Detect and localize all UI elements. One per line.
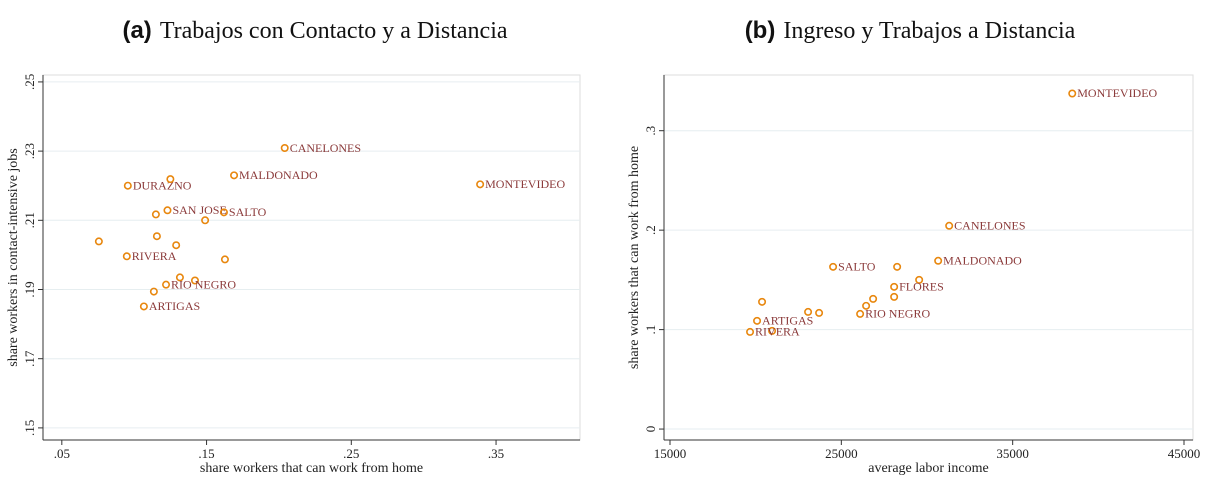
point-label: SALTO [838,260,876,274]
y-axis-label: share workers that can work from home [627,146,642,369]
point [219,208,228,217]
point [220,255,229,264]
point-label: FLORES [899,280,944,294]
y-tick-label: .15 [22,420,37,436]
point [856,309,865,318]
y-tick-label: .25 [22,74,37,90]
point-label: CANELONES [954,219,1025,233]
y-tick-label: .19 [22,281,37,297]
point [746,327,755,336]
point [123,181,132,190]
point [768,326,777,335]
title-text: Ingreso y Trabajos a Distancia [783,18,1075,44]
point-label: RIVERA [755,325,800,339]
x-tick-label: .35 [488,446,504,461]
point [753,316,762,325]
point [945,221,954,230]
x-tick-label: .25 [343,446,359,461]
point [151,210,160,219]
point [1068,89,1077,98]
point-label: RIO NEGRO [865,307,930,321]
point [149,287,158,296]
y-tick-label: .1 [643,325,658,335]
x-tick-label: 45000 [1168,446,1201,461]
x-tick-label: 15000 [654,446,687,461]
y-tick-label: .3 [643,126,658,136]
chart-title: (b) Ingreso y Trabajos a Distancia [745,17,1076,44]
point [230,171,239,180]
point [163,206,172,215]
point [758,297,767,306]
x-axis-label: share workers that can work from home [200,461,423,476]
point-label: MALDONADO [239,168,318,182]
point-label: ARTIGAS [762,314,813,328]
point-label: CANELONES [290,141,361,155]
point [122,252,131,261]
point [175,273,184,282]
point [829,262,838,271]
point-label: SALTO [229,205,267,219]
point [162,280,171,289]
point-label: DURAZNO [133,178,192,192]
point-label: ARTIGAS [149,299,200,313]
point [890,292,899,301]
point [172,241,181,250]
point [280,144,289,153]
point [804,307,813,316]
point [869,294,878,303]
point [94,237,103,246]
point [152,232,161,241]
plot-frame [663,74,1194,441]
x-tick-label: .05 [54,446,70,461]
point [201,216,210,225]
point [190,276,199,285]
y-tick-label: .17 [22,350,37,367]
point-label: MONTEVIDEO [1077,86,1157,100]
y-axis-label: share workers in contact-intensive jobs [6,148,21,367]
y-tick-label: .23 [22,143,37,159]
point [862,301,871,310]
y-tick-label: .21 [22,212,37,228]
point-label: RIO NEGRO [171,277,236,291]
point-label: RIVERA [132,249,177,263]
y-tick-label: 0 [643,426,658,433]
point [166,175,175,184]
chart-title: (a) Trabajos con Contacto y a Distancia [122,17,507,44]
y-tick-label: .2 [643,225,658,235]
point [915,275,924,284]
point [893,262,902,271]
x-tick-label: 35000 [996,446,1029,461]
point [934,256,943,265]
point [476,180,485,189]
point-label: MALDONADO [943,254,1022,268]
point-label: SAN JOSE [172,203,226,217]
panel-label: (a) [122,17,151,44]
x-axis-label: average labor income [868,461,989,476]
point [815,308,824,317]
point [139,302,148,311]
panel-label: (b) [745,17,776,44]
x-tick-label: .15 [198,446,214,461]
x-tick-label: 25000 [825,446,858,461]
title-text: Trabajos con Contacto y a Distancia [160,18,508,44]
point-label: MONTEVIDEO [485,177,565,191]
point [890,282,899,291]
